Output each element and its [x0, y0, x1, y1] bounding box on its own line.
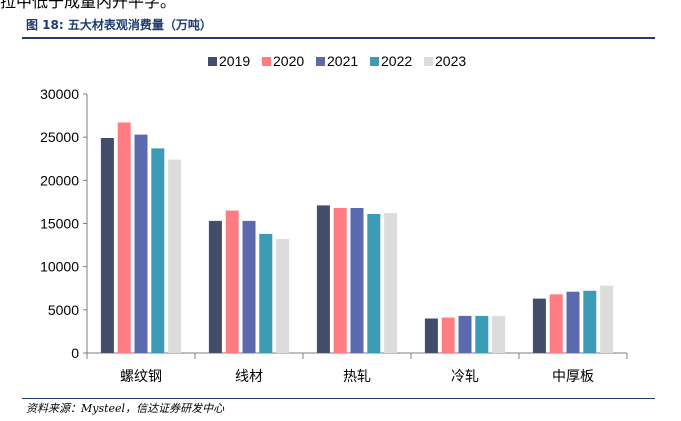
bar [225, 210, 239, 353]
bar [532, 298, 546, 353]
source-rule [22, 398, 655, 399]
y-tick-label: 15000 [40, 216, 79, 232]
previous-page-text-fragment: 拉中低于成量内开平字。 [0, 0, 177, 11]
bar [583, 290, 597, 353]
bar [168, 159, 182, 353]
bar [276, 239, 290, 353]
x-category-label: 冷轧 [451, 369, 479, 385]
bar [475, 315, 489, 353]
source-note: 资料来源：Mysteel，信达证券研发中心 [26, 402, 225, 415]
x-category-label: 中厚板 [552, 369, 594, 385]
bar [117, 122, 131, 353]
bar [367, 214, 381, 353]
bar [441, 317, 455, 353]
figure-title: 图 18: 五大材表观消费量（万吨） [26, 18, 212, 32]
x-category-label: 线材 [235, 369, 263, 385]
legend-label: 2020 [273, 53, 304, 69]
legend-swatch [208, 57, 217, 66]
bar [350, 208, 364, 353]
y-tick-label: 0 [71, 345, 79, 361]
bar [566, 291, 580, 353]
bar [100, 138, 114, 353]
legend-swatch [262, 57, 271, 66]
legend-label: 2019 [219, 53, 250, 69]
bar [333, 208, 347, 353]
chart-axes: 0 5000 10000 15000 20000 25000 30000 螺纹钢 线材 热轧 冷轧 中… [40, 86, 628, 385]
bar [424, 318, 438, 353]
y-tick-label: 20000 [40, 172, 79, 188]
title-rule [22, 37, 655, 39]
legend-swatch [370, 57, 379, 66]
legend-swatch [316, 57, 325, 66]
bar [458, 315, 472, 353]
bar [316, 205, 330, 353]
bar [259, 233, 273, 353]
bar [151, 148, 165, 353]
y-tick-label: 5000 [48, 302, 79, 318]
x-category-label: 螺纹钢 [120, 369, 162, 385]
bar [208, 220, 222, 353]
legend-label: 2023 [435, 53, 466, 69]
x-category-label: 热轧 [343, 369, 371, 385]
y-tick-label: 10000 [40, 259, 79, 275]
bar [242, 220, 256, 353]
bar [600, 285, 614, 353]
y-tick-label: 25000 [40, 129, 79, 145]
legend-swatch [424, 57, 433, 66]
bar [134, 134, 148, 353]
bar [549, 294, 563, 353]
chart-bars [100, 122, 614, 353]
bar [384, 213, 398, 353]
legend-label: 2022 [381, 53, 412, 69]
bar [492, 315, 506, 353]
chart-legend: 2019 2020 2021 2022 2023 [208, 53, 466, 69]
y-tick-label: 30000 [40, 86, 79, 102]
legend-label: 2021 [327, 53, 358, 69]
